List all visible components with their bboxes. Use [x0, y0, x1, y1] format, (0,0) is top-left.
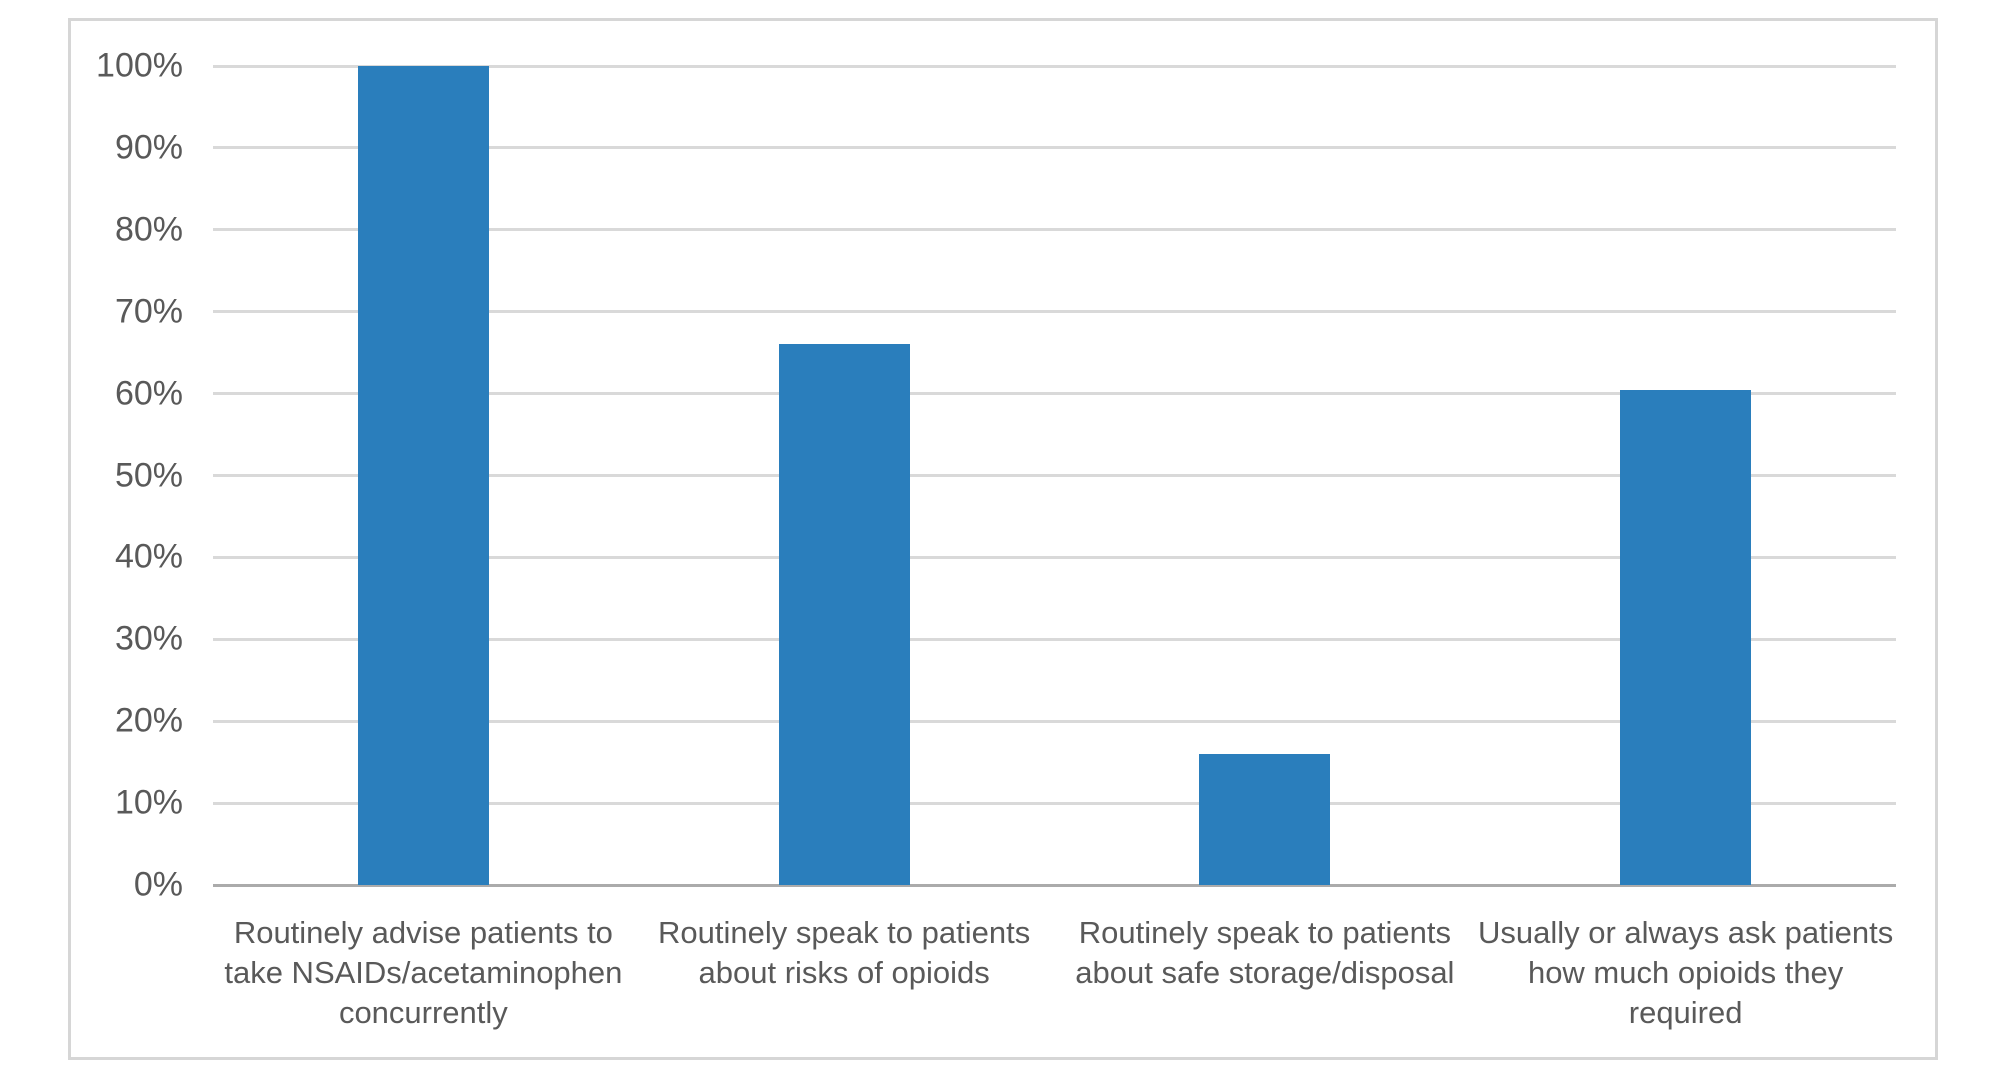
gridline [213, 146, 1896, 150]
y-axis-tick-label: 70% [114, 292, 183, 331]
gridline [213, 392, 1896, 396]
gridline [213, 555, 1896, 559]
x-axis-category-label: Routinely speak to patients about risks … [658, 915, 1031, 990]
x-axis-category-label: Usually or always ask patients how much … [1478, 915, 1894, 1030]
gridline [213, 310, 1896, 314]
gridline [213, 801, 1896, 805]
y-axis-tick-label: 50% [114, 456, 183, 494]
x-axis-category-label: Routinely speak to patients about safe s… [1075, 915, 1455, 990]
y-axis-tick-label: 80% [114, 210, 183, 249]
y-axis-tick-label: 100% [96, 46, 183, 85]
gridline [213, 637, 1896, 641]
y-axis-tick-label: 0% [133, 865, 183, 904]
bar [1620, 389, 1752, 885]
y-axis-tick-label: 60% [114, 374, 183, 413]
x-axis-category-label: Routinely advise patients to take NSAIDs… [224, 915, 623, 1030]
bar [357, 66, 489, 885]
y-axis-tick-label: 90% [114, 128, 183, 167]
bar [778, 344, 910, 885]
gridline [213, 64, 1896, 68]
gridline [213, 228, 1896, 232]
y-axis-tick-label: 40% [114, 537, 183, 576]
y-axis-tick-label: 30% [114, 619, 183, 658]
chart-frame: 0% 10% 20% 30% 40% 50% 60% 70% 80% 90% 100% Routin… [68, 18, 1938, 1060]
y-axis-tick-label: 20% [114, 701, 183, 740]
gridline [213, 719, 1896, 723]
bar [1199, 753, 1331, 885]
gridline [213, 474, 1896, 477]
x-axis: Routinely advise patients to take NSAIDs… [213, 913, 1896, 1033]
y-axis-tick-label: 10% [114, 783, 183, 822]
plot-area: 0% 10% 20% 30% 40% 50% 60% 70% 80% 90% 100% [96, 47, 1896, 904]
x-axis-line [213, 883, 1896, 887]
